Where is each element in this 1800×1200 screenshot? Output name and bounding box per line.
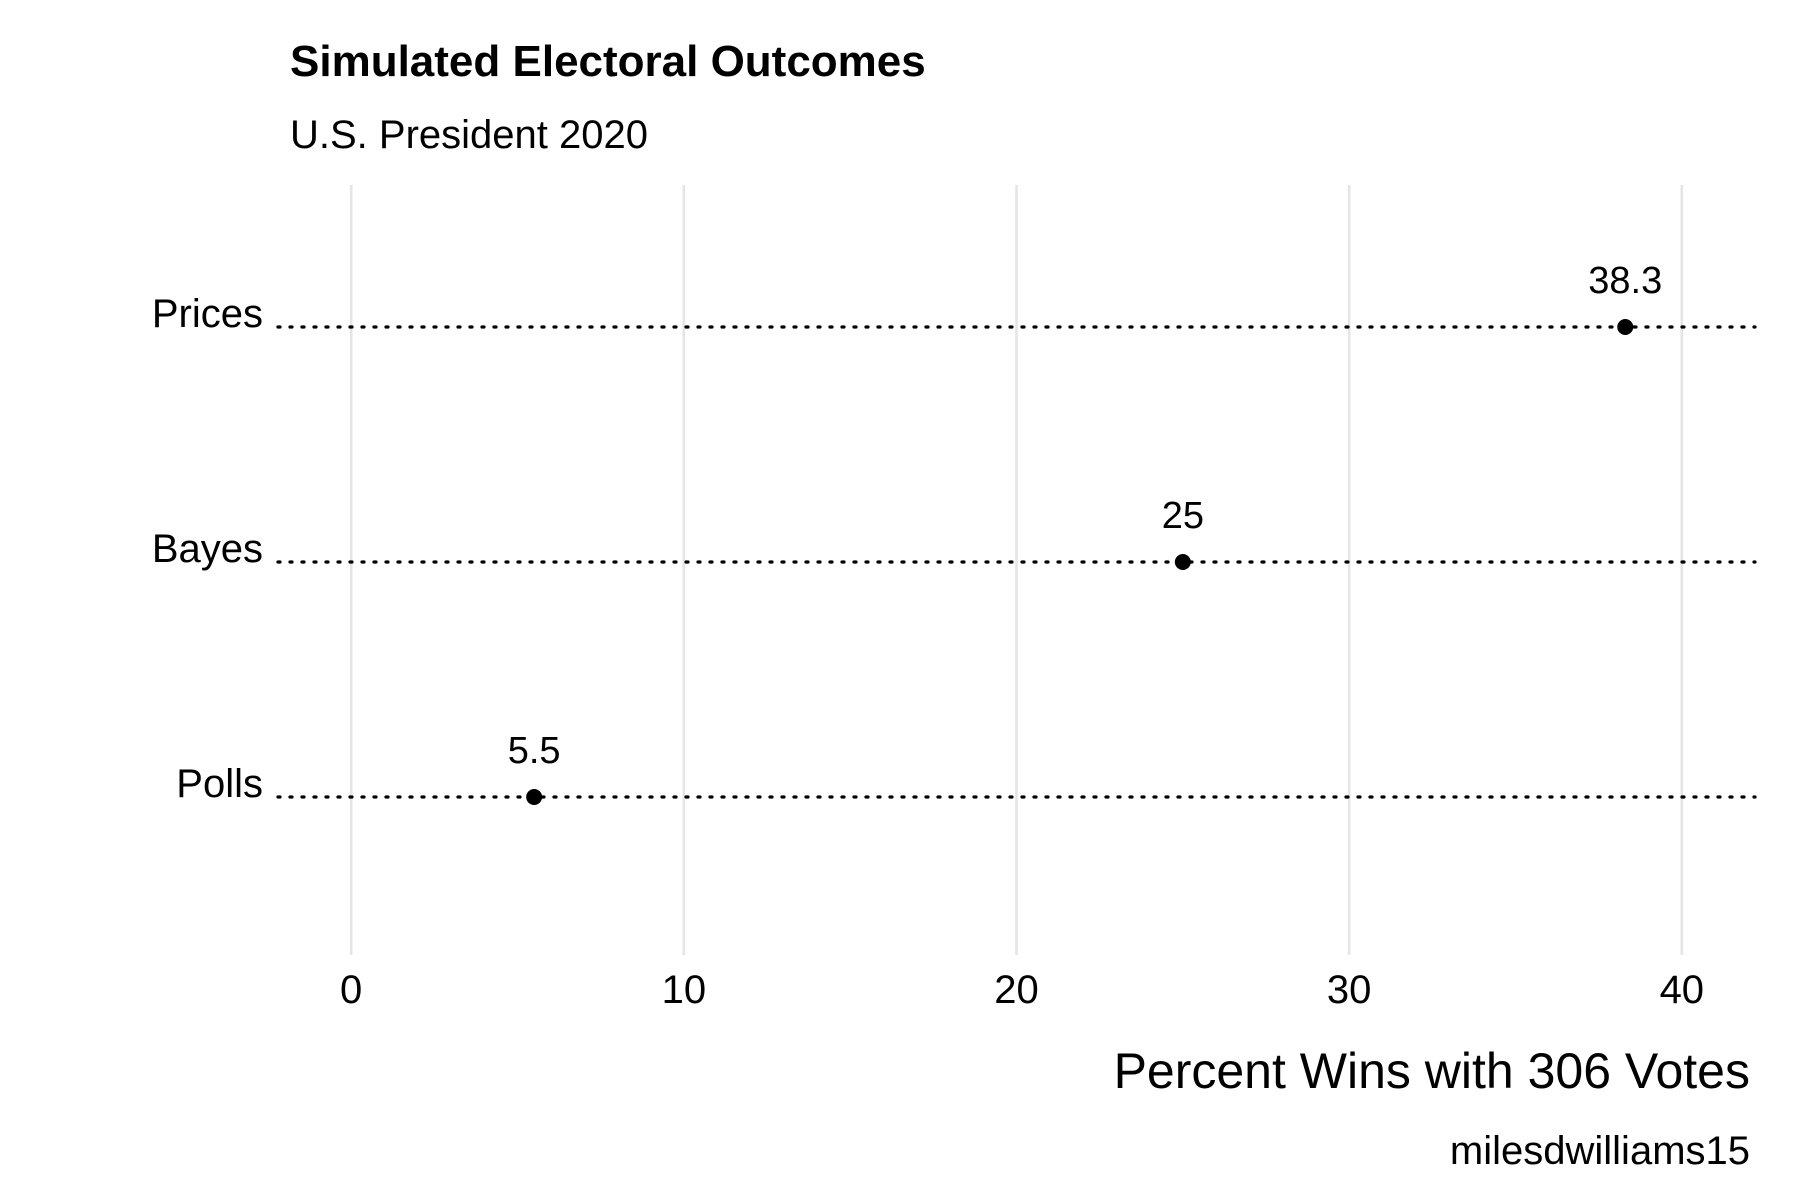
ticks-layer: 0 10 20 30 40 bbox=[340, 968, 1704, 1012]
x-tick-label: 0 bbox=[340, 968, 362, 1012]
x-tick-label: 40 bbox=[1660, 968, 1705, 1012]
chart-caption: milesdwilliams15 bbox=[1450, 1129, 1750, 1173]
data-label: 25 bbox=[1162, 495, 1204, 537]
category-label: Bayes bbox=[152, 527, 263, 571]
data-point bbox=[526, 789, 543, 805]
rows-layer: Prices 38.3 Bayes 25 Polls 5.5 bbox=[152, 260, 1757, 806]
data-point bbox=[1174, 554, 1191, 570]
x-tick-label: 20 bbox=[994, 968, 1039, 1012]
grid-layer bbox=[349, 185, 1684, 955]
data-point bbox=[1617, 319, 1634, 335]
x-axis-title: Percent Wins with 306 Votes bbox=[1114, 1043, 1750, 1099]
data-label: 38.3 bbox=[1588, 260, 1662, 302]
chart-title: Simulated Electoral Outcomes bbox=[290, 37, 926, 86]
chart-subtitle: U.S. President 2020 bbox=[290, 113, 648, 157]
data-label: 5.5 bbox=[508, 730, 561, 772]
x-tick-label: 10 bbox=[662, 968, 707, 1012]
category-label: Polls bbox=[176, 762, 263, 806]
category-label: Prices bbox=[152, 292, 263, 336]
x-tick-label: 30 bbox=[1327, 968, 1372, 1012]
